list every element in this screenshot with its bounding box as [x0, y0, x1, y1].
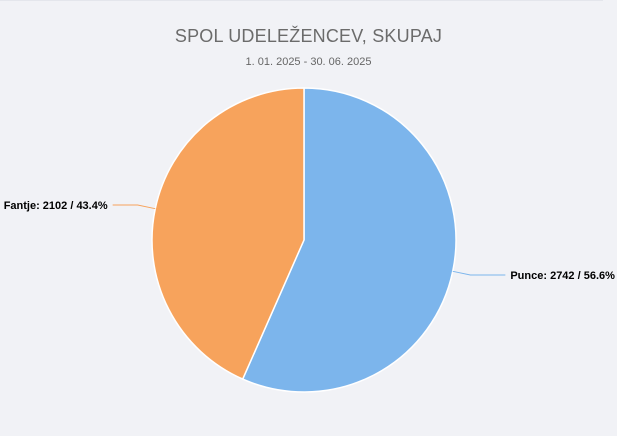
top-divider: [0, 0, 603, 1]
chart-subtitle: 1. 01. 2025 - 30. 06. 2025: [245, 56, 372, 68]
connector-punce: [452, 270, 506, 276]
pie-slice-fantje[interactable]: [151, 87, 305, 380]
pie-slice-punce[interactable]: [241, 87, 457, 393]
data-label-fantje: Fantje: 2102 / 43.4%: [4, 200, 108, 212]
data-label-punce: Punce: 2742 / 56.6%: [510, 270, 615, 282]
chart-title: SPOL UDELEŽENCEV, SKUPAJ: [174, 26, 443, 46]
connector-fantje: [112, 204, 156, 210]
